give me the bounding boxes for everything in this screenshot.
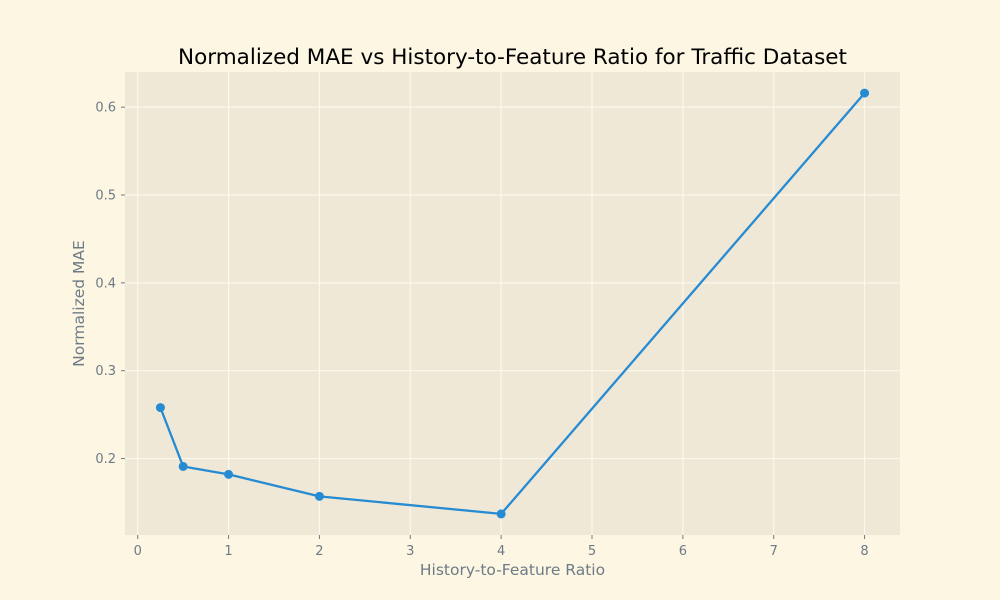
x-tick-label: 3 [406, 544, 414, 559]
x-tick-label: 0 [134, 544, 142, 559]
chart-title: Normalized MAE vs History-to-Feature Rat… [178, 45, 847, 70]
x-tick-label: 8 [860, 544, 868, 559]
y-tick-label: 0.6 [95, 101, 116, 116]
y-axis-title: Normalized MAE [70, 240, 88, 367]
x-tick-label: 2 [315, 544, 323, 559]
x-axis-title: History-to-Feature Ratio [420, 561, 605, 579]
data-point [860, 88, 870, 98]
data-point [314, 491, 324, 501]
x-tick-label: 7 [770, 544, 778, 559]
grid-lines [125, 72, 900, 535]
x-tick-label: 1 [224, 544, 232, 559]
data-point [224, 469, 234, 479]
x-tick-label: 4 [497, 544, 505, 559]
series-layer [155, 88, 870, 519]
x-tick-label: 6 [679, 544, 687, 559]
data-point [178, 461, 188, 471]
data-point [496, 509, 506, 519]
tick-labels: 0 1 2 3 4 5 6 7 8 0.2 0.3 0.4 0.5 0.6 [95, 101, 868, 559]
y-tick-label: 0.5 [95, 188, 116, 203]
series-line [159, 91, 866, 516]
y-tick-label: 0.3 [95, 364, 116, 379]
x-tick-label: 5 [588, 544, 596, 559]
data-point [155, 403, 165, 413]
y-tick-label: 0.4 [95, 276, 116, 291]
y-tick-label: 0.2 [95, 452, 116, 467]
plot-area [125, 72, 900, 535]
